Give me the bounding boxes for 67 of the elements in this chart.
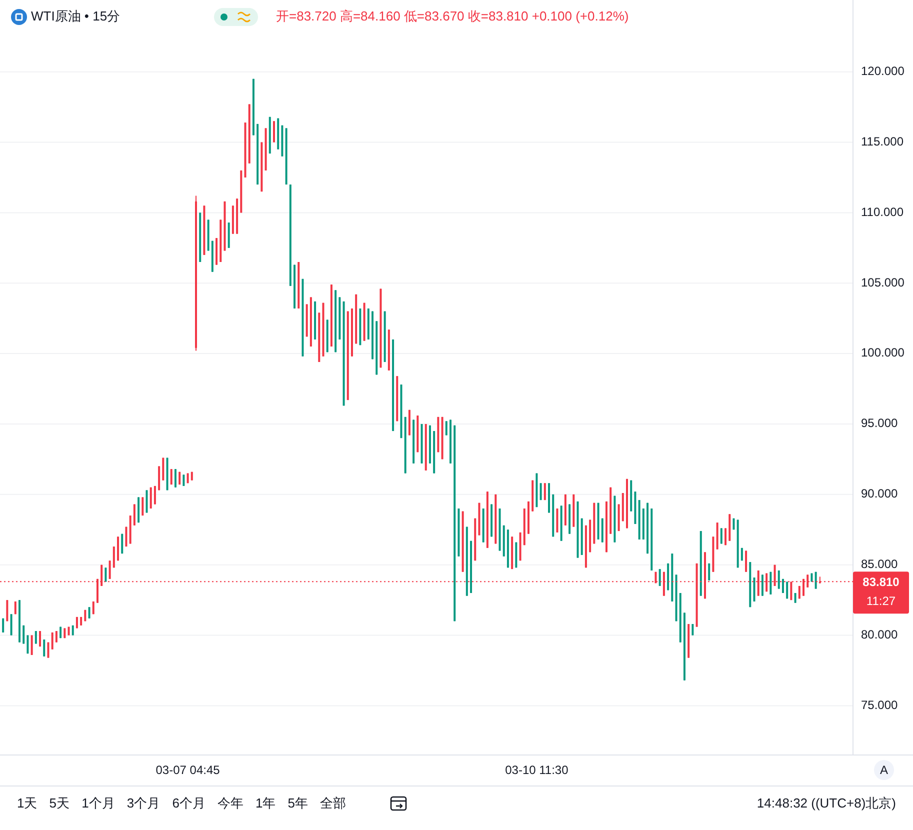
text: 6个月 (172, 795, 206, 810)
text: 1年 (256, 795, 276, 810)
candlestick (146, 490, 148, 514)
text: 5天 (49, 795, 70, 810)
candlestick (162, 457, 164, 481)
text: WTI原油 • 15分 (31, 8, 120, 24)
candlestick (174, 468, 176, 488)
candlestick (34, 630, 37, 644)
y-tick-label: 75.000 (861, 698, 898, 712)
candlestick (51, 632, 54, 650)
text: 14:48:32 ((UTC+8)北京) (756, 795, 896, 810)
candlestick (745, 550, 748, 572)
candlestick (142, 496, 144, 516)
candlestick (104, 567, 107, 582)
y-tick-label: 100.000 (861, 346, 905, 360)
candlestick (601, 518, 604, 543)
y-tick-label: 110.000 (861, 204, 904, 219)
candlestick (158, 466, 160, 491)
candlestick (778, 570, 780, 590)
candlestick (753, 577, 756, 602)
candlestick (770, 571, 772, 595)
y-tick-label: 120.000 (861, 64, 905, 78)
text: 全部 (320, 795, 346, 810)
candlestick (556, 508, 558, 533)
candlestick (88, 606, 90, 619)
candlestick (761, 574, 764, 596)
candlestick (182, 474, 185, 486)
text: 5年 (288, 795, 308, 810)
text: 3个月 (126, 795, 160, 810)
candlestick (108, 560, 111, 580)
text: A (880, 763, 888, 778)
candlestick (43, 638, 46, 657)
candlestick (658, 568, 661, 586)
candlestick (170, 468, 172, 486)
candlestick (55, 630, 58, 643)
candlestick (6, 600, 8, 622)
candlestick (786, 581, 788, 600)
candlestick (720, 528, 722, 544)
y-tick-label: 95.000 (861, 416, 898, 430)
candlestick (708, 562, 710, 581)
candlestick (544, 482, 546, 501)
candlestick (47, 642, 50, 658)
text: 11:27 (866, 594, 896, 608)
y-tick-label: 105.000 (861, 275, 905, 290)
text: 1天 (17, 795, 38, 810)
ref-line-label: 83.810 (862, 574, 900, 589)
candlestick (2, 618, 4, 633)
candlestick (133, 504, 136, 526)
text: 开=83.720 高=84.160 低=83.670 收=83.810 +0.100 (+0.12%) (276, 8, 629, 24)
candlestick (540, 482, 542, 501)
text: 今年 (218, 795, 244, 810)
candlestick (112, 546, 115, 568)
y-tick-label: 115.000 (861, 134, 904, 148)
y-tick-label: 80.000 (861, 627, 898, 642)
candlestick (30, 634, 33, 656)
x-tick-label: 03-07 04:45 (156, 763, 220, 778)
candlestick (794, 592, 796, 604)
x-tick-label: 03-10 11:30 (505, 763, 569, 778)
candlestick (154, 485, 156, 505)
y-tick-label: 85.000 (861, 557, 898, 572)
y-tick-label: 90.000 (861, 486, 898, 501)
candlestick (39, 630, 42, 648)
candlestick (10, 614, 12, 636)
text: 1个月 (82, 795, 115, 810)
candlestick (814, 571, 817, 590)
candlestick (692, 624, 694, 636)
candlestick (445, 420, 448, 436)
